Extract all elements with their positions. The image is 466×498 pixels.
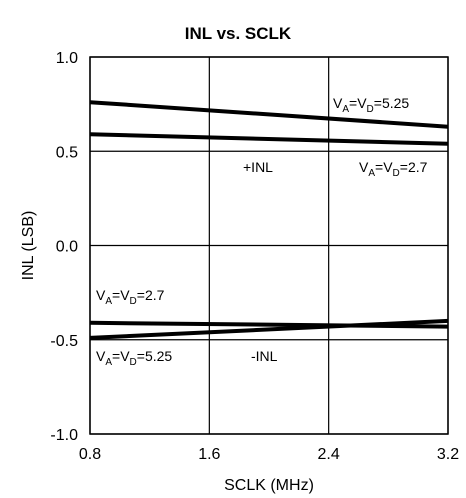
y-tick-labels: 1.0 0.5 0.0 -0.5 -1.0 [50, 50, 78, 444]
annotation-upper-27: VA=VD=2.7 [359, 159, 428, 179]
x-axis-label: SCLK (MHz) [224, 477, 314, 494]
annotation-lower-27: VA=VD=2.7 [96, 287, 165, 307]
y-tick-label-4: -1.0 [50, 427, 78, 444]
series-lines [89, 100, 449, 340]
series-line-1 [89, 132, 449, 146]
y-tick-label-1: 0.5 [56, 144, 78, 161]
x-tick-label-2: 2.4 [318, 446, 340, 463]
series-line-3 [89, 318, 449, 340]
x-tick-label-1: 1.6 [198, 446, 220, 463]
series-line-0 [89, 100, 449, 129]
series-line-2 [89, 320, 449, 329]
annotation-neg-inl: -INL [251, 348, 278, 364]
x-tick-label-3: 3.2 [437, 446, 459, 463]
y-tick-label-2: 0.0 [56, 239, 78, 256]
chart-title: INL vs. SCLK [185, 24, 292, 43]
x-tick-labels: 0.8 1.6 2.4 3.2 [79, 446, 459, 463]
plot-frame [89, 56, 449, 435]
annotation-lower-525: VA=VD=5.25 [96, 348, 172, 368]
annotation-upper-525: VA=VD=5.25 [333, 95, 409, 115]
x-tick-label-0: 0.8 [79, 446, 101, 463]
y-tick-label-3: -0.5 [50, 333, 78, 350]
annotation-pos-inl: +INL [243, 159, 273, 175]
y-tick-label-0: 1.0 [56, 50, 78, 67]
y-axis-label: INL (LSB) [20, 211, 37, 281]
